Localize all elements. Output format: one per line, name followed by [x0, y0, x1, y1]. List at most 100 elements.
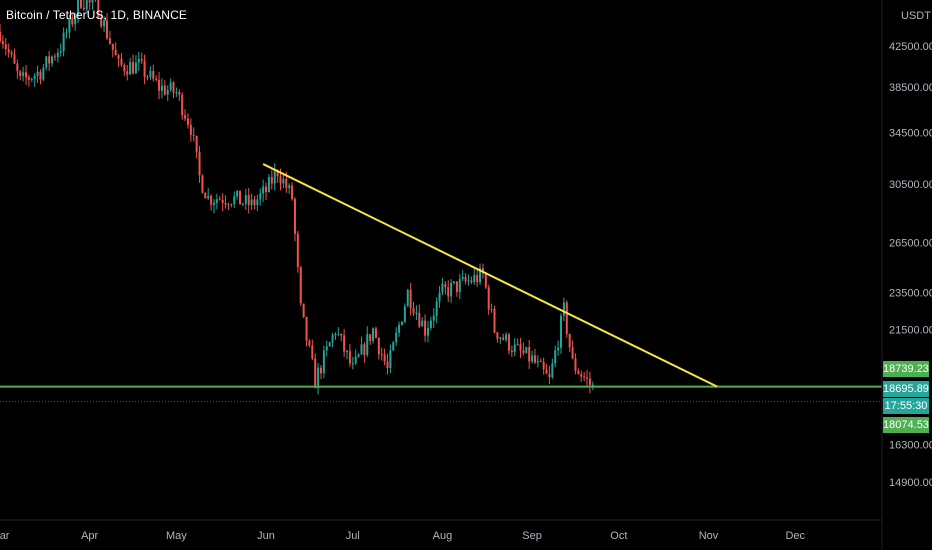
candle-body	[319, 367, 322, 374]
price-tick-label: 16300.00	[889, 440, 932, 452]
candle-body	[108, 38, 111, 44]
candle-body	[160, 85, 163, 91]
candle-body	[129, 62, 132, 75]
candle-body	[27, 77, 30, 80]
candle-body	[548, 373, 551, 378]
candle-body	[525, 346, 528, 353]
candle-body	[45, 56, 48, 68]
candle-body	[210, 195, 213, 205]
candle-body	[470, 280, 473, 283]
candle-body	[513, 344, 516, 353]
candle-body	[562, 302, 565, 316]
candle-body	[146, 76, 149, 78]
candle-body	[479, 268, 482, 283]
time-tick-label: May	[166, 530, 187, 542]
candle-body	[340, 333, 343, 336]
candle-body	[337, 333, 340, 335]
candle-body	[299, 267, 302, 304]
time-tick-label: Apr	[81, 530, 98, 542]
candle-body	[331, 334, 334, 343]
candle-body	[39, 71, 42, 80]
candle-body	[1, 41, 4, 45]
candle-body	[158, 79, 161, 91]
candle-body	[429, 320, 432, 329]
candlestick-series	[0, 0, 594, 395]
candle-body	[293, 199, 296, 234]
candle-body	[389, 350, 392, 368]
candle-body	[270, 177, 273, 184]
candle-body	[126, 71, 129, 75]
candle-body	[204, 192, 207, 199]
candle-body	[432, 315, 435, 321]
candle-body	[580, 374, 583, 377]
price-axis[interactable]: USDT 42500.00 38500.00 34500.00 30500.00 265…	[881, 0, 932, 550]
candle-body	[71, 18, 74, 25]
candle-body	[496, 332, 499, 339]
candle-body	[577, 370, 580, 375]
candle-body	[282, 178, 285, 184]
candle-body	[398, 324, 401, 333]
candle-body	[236, 190, 239, 197]
candle-body	[586, 377, 589, 379]
candle-body	[383, 354, 386, 362]
candle-body	[325, 346, 328, 351]
candle-body	[79, 0, 82, 8]
candle-body	[224, 202, 227, 205]
time-axis[interactable]: Mar Apr May Jun Jul Aug Sep Oct Nov Dec	[0, 519, 882, 542]
candle-body	[453, 281, 456, 283]
candle-body	[574, 358, 577, 371]
candle-body	[77, 0, 80, 17]
candle-body	[502, 337, 505, 340]
candle-body	[256, 199, 259, 206]
price-tick-label: 14900.00	[889, 477, 932, 489]
candle-body	[539, 360, 542, 362]
candle-body	[48, 56, 51, 64]
candle-body	[516, 344, 519, 346]
candle-body	[163, 85, 166, 95]
time-tick-label: Jul	[346, 530, 360, 542]
candle-body	[554, 350, 557, 364]
candle-body	[201, 175, 204, 193]
candle-body	[591, 384, 594, 386]
candle-body	[545, 369, 548, 374]
resistance-trendline[interactable]	[262, 163, 718, 388]
candle-body	[380, 354, 383, 356]
candle-body	[178, 92, 181, 95]
candle-body	[571, 347, 574, 359]
candle-body	[4, 44, 7, 50]
candle-body	[415, 312, 418, 314]
candle-body	[302, 303, 305, 317]
candle-body	[137, 58, 140, 63]
candle-body	[36, 71, 39, 76]
candle-body	[363, 344, 366, 355]
price-tick-label: 23500.00	[889, 287, 932, 299]
candle-body	[334, 334, 337, 336]
price-tick-label: 26500.00	[889, 237, 932, 249]
candle-body	[441, 283, 444, 293]
candle-body	[51, 56, 54, 64]
candle-body	[111, 43, 114, 50]
candle-body	[557, 347, 560, 351]
candle-body	[117, 55, 120, 59]
candle-body	[195, 135, 198, 152]
candle-body	[536, 360, 539, 363]
time-tick-label: Aug	[433, 530, 453, 542]
candle-body	[186, 118, 189, 125]
candle-body	[296, 233, 299, 268]
candle-body	[218, 199, 221, 201]
candle-body	[103, 20, 106, 27]
candle-body	[531, 355, 534, 362]
candle-body	[62, 32, 65, 52]
candle-body	[123, 64, 126, 72]
chart-title: Bitcoin / TetherUS, 1D, BINANCE	[6, 8, 187, 22]
candle-body	[374, 328, 377, 338]
candle-body	[308, 340, 311, 346]
candle-body	[169, 82, 172, 90]
candle-body	[487, 287, 490, 310]
candle-body	[467, 280, 470, 282]
candle-body	[426, 328, 429, 336]
candle-body	[551, 363, 554, 378]
candle-body	[510, 350, 513, 353]
candle-body	[239, 190, 242, 205]
